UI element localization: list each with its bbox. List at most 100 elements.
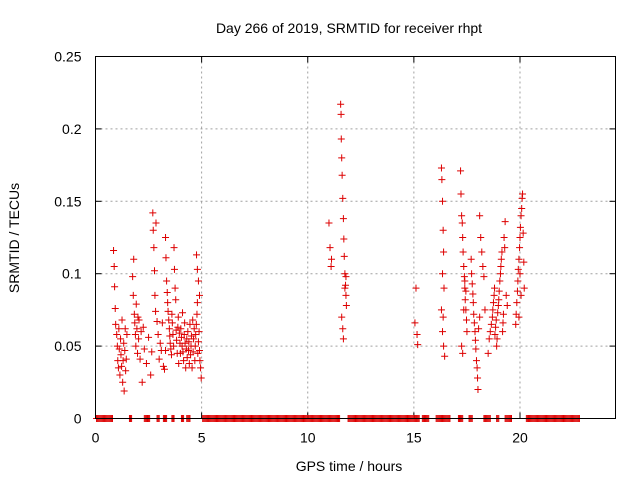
data-point	[515, 255, 523, 263]
data-point	[339, 194, 347, 202]
data-point	[339, 335, 347, 343]
x-tick-label: 20	[512, 430, 528, 446]
data-point	[440, 248, 448, 256]
data-point	[462, 287, 470, 295]
data-point	[132, 300, 140, 308]
data-point	[339, 215, 347, 223]
data-point	[168, 319, 176, 327]
data-point	[190, 325, 198, 333]
y-tick-label: 0.25	[54, 49, 81, 65]
data-point	[515, 313, 523, 321]
data-point	[474, 386, 482, 394]
data-point	[469, 299, 477, 307]
data-point	[484, 349, 492, 357]
data-point	[160, 365, 168, 373]
data-point	[174, 323, 182, 331]
data-point	[467, 255, 475, 263]
data-point	[516, 270, 524, 278]
data-point	[116, 371, 124, 379]
data-point	[519, 229, 527, 237]
data-point	[152, 219, 160, 227]
data-point	[112, 320, 120, 328]
data-point	[459, 248, 467, 256]
data-point	[342, 302, 350, 310]
data-point	[494, 309, 502, 317]
data-point	[341, 284, 349, 292]
data-point	[173, 336, 181, 344]
data-point	[180, 357, 188, 365]
x-tick-label: 10	[300, 430, 316, 446]
data-point	[517, 212, 525, 220]
data-point	[519, 190, 527, 198]
data-point	[488, 313, 496, 321]
data-point	[439, 313, 447, 321]
data-point	[121, 325, 129, 333]
data-point	[441, 352, 449, 360]
data-point	[180, 331, 188, 339]
data-point	[117, 335, 125, 343]
data-point	[115, 345, 123, 353]
data-point	[110, 262, 118, 270]
data-point	[475, 325, 483, 333]
data-point	[439, 270, 447, 278]
data-point	[440, 284, 448, 292]
x-tick-label: 0	[92, 430, 100, 446]
data-point	[192, 320, 200, 328]
data-point	[469, 290, 477, 298]
data-point	[122, 355, 130, 363]
data-point	[156, 339, 164, 347]
data-point	[139, 323, 147, 331]
plot-frame	[95, 56, 616, 419]
data-point	[142, 359, 150, 367]
data-point	[186, 320, 194, 328]
data-point	[119, 378, 127, 386]
data-point	[437, 164, 445, 172]
data-point	[473, 364, 481, 372]
data-point	[458, 342, 466, 350]
grid-lines	[95, 56, 616, 419]
data-point	[181, 339, 189, 347]
data-point	[193, 251, 201, 259]
data-point	[140, 345, 148, 353]
data-point	[135, 335, 143, 343]
data-point	[134, 313, 142, 321]
data-point	[463, 316, 471, 324]
data-point	[131, 331, 139, 339]
data-point	[155, 355, 163, 363]
data-point	[457, 190, 465, 198]
data-point	[489, 299, 497, 307]
data-point	[163, 289, 171, 297]
data-point	[437, 306, 445, 314]
data-point	[512, 320, 520, 328]
data-point	[193, 265, 201, 273]
data-point	[492, 323, 500, 331]
data-point	[165, 316, 173, 324]
data-point	[196, 357, 204, 365]
data-point	[337, 110, 345, 118]
data-point	[110, 247, 118, 255]
data-point	[478, 248, 486, 256]
data-point	[439, 197, 447, 205]
data-point	[491, 331, 499, 339]
data-point	[472, 345, 480, 353]
data-point	[497, 255, 505, 263]
data-point	[517, 291, 525, 299]
data-point	[162, 346, 170, 354]
data-point	[166, 332, 174, 340]
data-point	[439, 328, 447, 336]
data-point	[162, 234, 170, 241]
data-point	[460, 262, 468, 270]
data-point	[170, 244, 178, 252]
data-point	[194, 338, 202, 346]
data-point	[325, 219, 333, 227]
data-point	[145, 333, 153, 341]
data-point	[459, 349, 467, 357]
data-point	[480, 273, 488, 281]
data-point	[194, 277, 202, 285]
data-point	[518, 205, 526, 213]
x-tick-label: 15	[406, 430, 422, 446]
data-point	[411, 319, 419, 327]
axis-ticks	[95, 56, 616, 419]
data-point	[341, 270, 349, 278]
